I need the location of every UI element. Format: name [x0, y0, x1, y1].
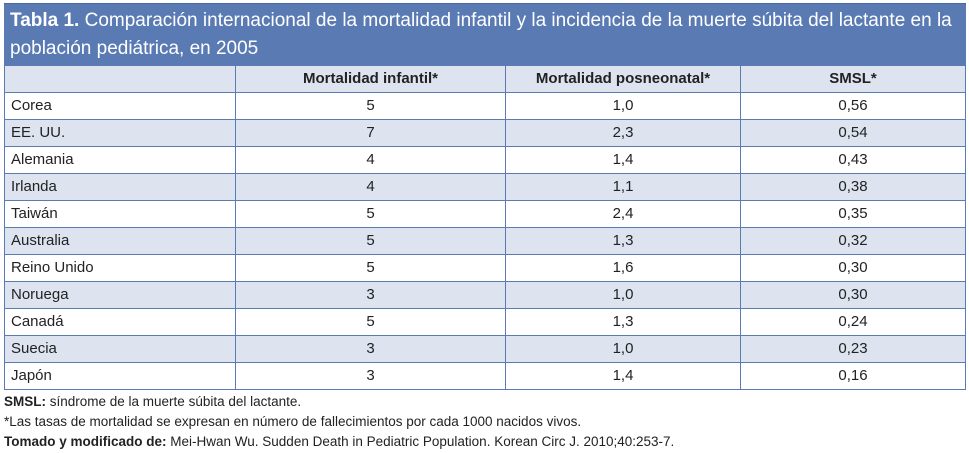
title-text: Comparación internacional de la mortalid… [10, 10, 952, 59]
value-cell: 5 [235, 200, 506, 228]
header-row: Mortalidad infantil* Mortalidad posneona… [4, 65, 966, 93]
value-cell: 0,56 [740, 92, 966, 120]
country-cell: Australia [4, 227, 236, 255]
value-cell: 1,6 [505, 254, 741, 282]
value-cell: 3 [235, 281, 506, 309]
value-cell: 1,0 [505, 281, 741, 309]
value-cell: 0,35 [740, 200, 966, 228]
value-cell: 0,32 [740, 227, 966, 255]
table-row: EE. UU. 7 2,3 0,54 [4, 119, 966, 147]
abbreviation-note: SMSL: síndrome de la muerte súbita del l… [4, 392, 966, 412]
value-cell: 1,1 [505, 173, 741, 201]
value-cell: 0,43 [740, 146, 966, 174]
value-cell: 5 [235, 254, 506, 282]
value-cell: 5 [235, 92, 506, 120]
table-row: Irlanda 4 1,1 0,38 [4, 173, 966, 201]
source-text: Mei-Hwan Wu. Sudden Death in Pediatric P… [166, 434, 675, 449]
value-cell: 5 [235, 308, 506, 336]
value-cell: 7 [235, 119, 506, 147]
table-title: Tabla 1. Comparación internacional de la… [4, 3, 966, 65]
value-cell: 0,30 [740, 254, 966, 282]
value-cell: 0,23 [740, 335, 966, 363]
column-header: SMSL* [740, 65, 966, 93]
value-cell: 3 [235, 335, 506, 363]
country-cell: Noruega [4, 281, 236, 309]
country-cell: Reino Unido [4, 254, 236, 282]
table-notes: SMSL: síndrome de la muerte súbita del l… [4, 392, 966, 452]
value-cell: 4 [235, 173, 506, 201]
value-cell: 3 [235, 362, 506, 390]
value-cell: 2,4 [505, 200, 741, 228]
source-label: Tomado y modificado de: [4, 434, 167, 449]
value-cell: 1,3 [505, 308, 741, 336]
data-table: Mortalidad infantil* Mortalidad posneona… [4, 65, 966, 390]
table-row: Australia 5 1,3 0,32 [4, 227, 966, 255]
value-cell: 1,0 [505, 335, 741, 363]
value-cell: 1,4 [505, 362, 741, 390]
value-cell: 0,24 [740, 308, 966, 336]
value-cell: 0,30 [740, 281, 966, 309]
value-cell: 5 [235, 227, 506, 255]
source-note: Tomado y modificado de: Mei-Hwan Wu. Sud… [4, 432, 966, 452]
abbr-text: síndrome de la muerte súbita del lactant… [46, 394, 302, 409]
table-row: Japón 3 1,4 0,16 [4, 362, 966, 390]
table-row: Suecia 3 1,0 0,23 [4, 335, 966, 363]
asterisk-note: *Las tasas de mortalidad se expresan en … [4, 414, 582, 429]
column-header [4, 65, 236, 93]
value-cell: 0,38 [740, 173, 966, 201]
country-cell: EE. UU. [4, 119, 236, 147]
value-cell: 1,4 [505, 146, 741, 174]
value-cell: 4 [235, 146, 506, 174]
table-figure: Tabla 1. Comparación internacional de la… [4, 3, 966, 452]
table-row: Corea 5 1,0 0,56 [4, 92, 966, 120]
table-row: Canadá 5 1,3 0,24 [4, 308, 966, 336]
column-header: Mortalidad posneonatal* [505, 65, 741, 93]
table-row: Noruega 3 1,0 0,30 [4, 281, 966, 309]
value-cell: 1,0 [505, 92, 741, 120]
table-row: Alemania 4 1,4 0,43 [4, 146, 966, 174]
value-cell: 1,3 [505, 227, 741, 255]
value-cell: 0,54 [740, 119, 966, 147]
country-cell: Alemania [4, 146, 236, 174]
country-cell: Taiwán [4, 200, 236, 228]
country-cell: Irlanda [4, 173, 236, 201]
country-cell: Canadá [4, 308, 236, 336]
value-cell: 2,3 [505, 119, 741, 147]
table-row: Taiwán 5 2,4 0,35 [4, 200, 966, 228]
country-cell: Japón [4, 362, 236, 390]
country-cell: Suecia [4, 335, 236, 363]
abbr-label: SMSL: [4, 394, 46, 409]
value-cell: 0,16 [740, 362, 966, 390]
column-header: Mortalidad infantil* [235, 65, 506, 93]
table-row: Reino Unido 5 1,6 0,30 [4, 254, 966, 282]
country-cell: Corea [4, 92, 236, 120]
title-label: Tabla 1. [10, 10, 80, 31]
